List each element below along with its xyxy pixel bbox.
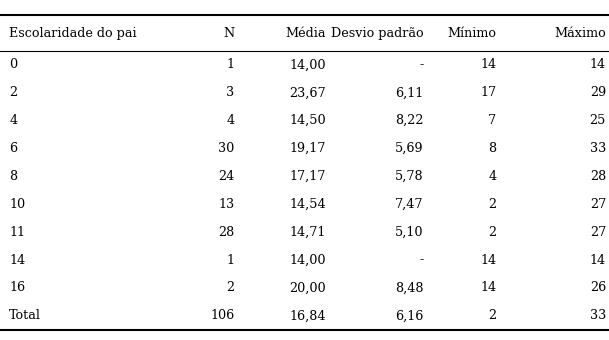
Text: 13: 13 [219,198,234,211]
Text: 14: 14 [481,254,496,267]
Text: 1: 1 [227,58,234,71]
Text: 6,11: 6,11 [395,86,423,99]
Text: 27: 27 [590,198,606,211]
Text: 2: 2 [488,198,496,211]
Text: 8,22: 8,22 [395,114,423,127]
Text: 20,00: 20,00 [289,282,326,294]
Text: 7,47: 7,47 [395,198,423,211]
Text: -: - [419,58,423,71]
Text: 8: 8 [9,170,17,183]
Text: 5,69: 5,69 [395,142,423,155]
Text: 14: 14 [590,58,606,71]
Text: Total: Total [9,309,41,322]
Text: 1: 1 [227,254,234,267]
Text: 10: 10 [9,198,25,211]
Text: 4: 4 [488,170,496,183]
Text: 5,78: 5,78 [395,170,423,183]
Text: 5,10: 5,10 [395,226,423,239]
Text: 14,50: 14,50 [289,114,326,127]
Text: Média: Média [285,27,326,40]
Text: 30: 30 [218,142,234,155]
Text: 6: 6 [9,142,17,155]
Text: 16: 16 [9,282,25,294]
Text: 2: 2 [488,226,496,239]
Text: Desvio padrão: Desvio padrão [331,27,423,40]
Text: 4: 4 [227,114,234,127]
Text: 0: 0 [9,58,17,71]
Text: 11: 11 [9,226,25,239]
Text: 26: 26 [590,282,606,294]
Text: 2: 2 [488,309,496,322]
Text: 24: 24 [218,170,234,183]
Text: 14: 14 [481,282,496,294]
Text: 16,84: 16,84 [289,309,326,322]
Text: 28: 28 [590,170,606,183]
Text: 14: 14 [481,58,496,71]
Text: 14,71: 14,71 [289,226,326,239]
Text: 19,17: 19,17 [289,142,326,155]
Text: 7: 7 [488,114,496,127]
Text: 14,00: 14,00 [289,254,326,267]
Text: 33: 33 [590,142,606,155]
Text: N: N [224,27,234,40]
Text: 17: 17 [481,86,496,99]
Text: 3: 3 [227,86,234,99]
Text: Máximo: Máximo [554,27,606,40]
Text: 33: 33 [590,309,606,322]
Text: 106: 106 [210,309,234,322]
Text: 8,48: 8,48 [395,282,423,294]
Text: 23,67: 23,67 [289,86,326,99]
Text: Escolaridade do pai: Escolaridade do pai [9,27,137,40]
Text: 14: 14 [590,254,606,267]
Text: 17,17: 17,17 [289,170,326,183]
Text: -: - [419,254,423,267]
Text: 8: 8 [488,142,496,155]
Text: 27: 27 [590,226,606,239]
Text: 29: 29 [590,86,606,99]
Text: Mínimo: Mínimo [448,27,496,40]
Text: 6,16: 6,16 [395,309,423,322]
Text: 2: 2 [9,86,17,99]
Text: 14,54: 14,54 [289,198,326,211]
Text: 4: 4 [9,114,17,127]
Text: 2: 2 [227,282,234,294]
Text: 25: 25 [590,114,606,127]
Text: 14,00: 14,00 [289,58,326,71]
Text: 28: 28 [218,226,234,239]
Text: 14: 14 [9,254,25,267]
